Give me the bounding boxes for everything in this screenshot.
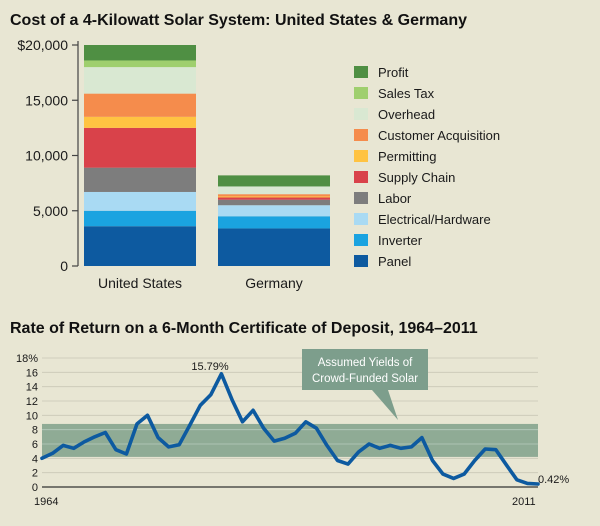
bar-y-tick-label: 0 <box>60 258 68 274</box>
line-x-tick-end: 2011 <box>512 496 536 508</box>
legend-label: Permitting <box>378 149 437 164</box>
line-x-tick-start: 1964 <box>34 496 58 508</box>
legend-label: Electrical/Hardware <box>378 212 491 227</box>
bar-segment <box>84 210 196 227</box>
bar-segment <box>218 216 330 229</box>
legend-swatch <box>354 234 368 246</box>
legend-swatch <box>354 129 368 141</box>
bar-segment <box>84 60 196 68</box>
bar-segment <box>218 197 330 200</box>
bar-category-label: Germany <box>245 275 303 291</box>
line-chart-yield-band <box>42 423 538 457</box>
legend-label: Profit <box>378 65 409 80</box>
line-chart-annotations: 15.79% 0.42% <box>191 361 569 486</box>
bar-segment <box>84 127 196 168</box>
bar-segment <box>84 116 196 128</box>
line-y-tick-label: 4 <box>32 453 38 465</box>
bar-chart-y-axis: $20,000 15,000 10,000 5,000 0 <box>17 37 79 274</box>
line-y-tick-label: 0 <box>32 482 38 494</box>
line-y-tick-label: 6 <box>32 439 38 451</box>
legend-swatch <box>354 213 368 225</box>
line-y-tick-label: 2 <box>32 468 38 480</box>
bar-chart-categories: United States Germany <box>98 275 303 291</box>
line-y-tick-label: 12 <box>26 396 38 408</box>
line-y-tick-label: 16 <box>26 367 38 379</box>
legend-swatch <box>354 192 368 204</box>
legend-label: Supply Chain <box>378 170 455 185</box>
end-annotation: 0.42% <box>538 474 569 486</box>
callout-background <box>302 349 428 390</box>
bar-segment <box>84 167 196 192</box>
bar-y-tick-label: 10,000 <box>25 148 68 164</box>
bar-segment <box>84 93 196 117</box>
legend-swatch <box>354 255 368 267</box>
bar-segment <box>218 199 330 206</box>
legend-swatch <box>354 171 368 183</box>
legend-label: Customer Acquisition <box>378 128 500 143</box>
line-y-tick-label: 8 <box>32 425 38 437</box>
cd-rate-line <box>40 371 540 486</box>
bar-category-label: United States <box>98 275 182 291</box>
line-y-tick-label: 10 <box>26 410 38 422</box>
line-chart-y-axis: 18% 16 14 12 10 8 6 4 2 0 1964 2011 <box>16 353 538 508</box>
legend-label: Panel <box>378 254 411 269</box>
line-y-tick-label: 14 <box>26 382 38 394</box>
bar-segment <box>218 186 330 195</box>
yield-band <box>42 423 538 457</box>
bar-y-tick-label: 15,000 <box>25 92 68 108</box>
bar-segment <box>218 205 330 217</box>
callout-box: Assumed Yields of Crowd-Funded Solar <box>302 349 428 420</box>
bar-chart-legend: Profit Sales Tax Overhead Customer Acquisit… <box>354 65 500 269</box>
bar-y-tick-label: 5,000 <box>33 203 68 219</box>
bar-chart-title: Cost of a 4-Kilowatt Solar System: Unite… <box>10 12 467 29</box>
legend-swatch <box>354 66 368 78</box>
legend-swatch <box>354 87 368 99</box>
line-y-tick-label: 18% <box>16 353 38 365</box>
bar-segment <box>218 228 330 266</box>
bar-segment <box>84 67 196 94</box>
bar-segment <box>218 175 330 187</box>
line-chart-title: Rate of Return on a 6-Month Certificate … <box>10 320 478 337</box>
callout-line-2: Crowd-Funded Solar <box>312 373 418 385</box>
bar-y-tick-label: $20,000 <box>17 37 68 53</box>
peak-annotation: 15.79% <box>191 361 229 373</box>
bar-segment <box>84 45 196 61</box>
line-chart-series <box>40 371 540 486</box>
legend-label: Inverter <box>378 233 423 248</box>
bar-segment <box>84 226 196 266</box>
callout-line-1: Assumed Yields of <box>318 357 413 369</box>
legend-label: Sales Tax <box>378 86 435 101</box>
bar-chart-bars <box>84 45 330 266</box>
legend-label: Overhead <box>378 107 435 122</box>
legend-swatch <box>354 108 368 120</box>
legend-label: Labor <box>378 191 412 206</box>
legend-swatch <box>354 150 368 162</box>
bar-segment <box>218 196 330 198</box>
bar-segment <box>218 194 330 197</box>
callout-pointer <box>372 390 398 420</box>
bar-segment <box>84 191 196 211</box>
